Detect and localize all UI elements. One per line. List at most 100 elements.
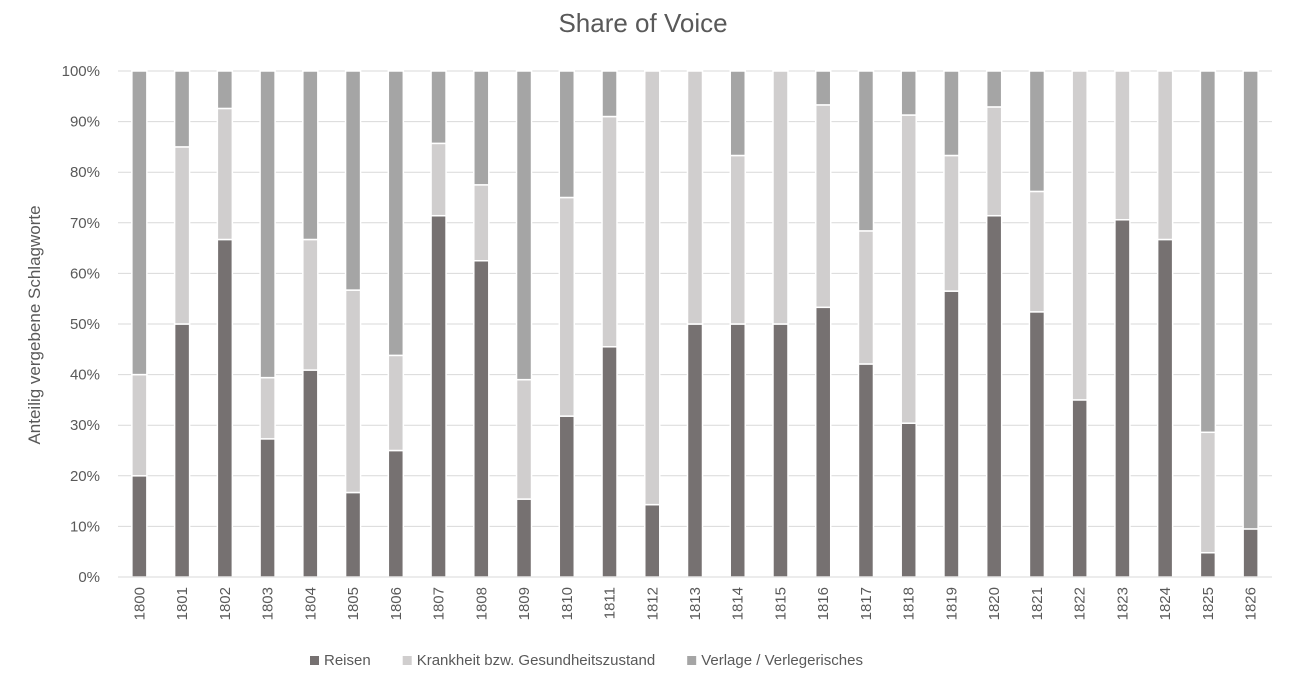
y-tick-label: 50% — [70, 316, 100, 333]
bar-segment — [601, 346, 618, 578]
bar-segment — [344, 70, 362, 291]
legend-swatch — [310, 656, 319, 665]
bar-segment — [515, 498, 533, 578]
y-tick-label: 90% — [70, 114, 100, 131]
bar-segment — [131, 373, 148, 477]
y-tick-label: 20% — [70, 468, 100, 485]
bar-segment — [259, 376, 276, 440]
y-tick-label: 80% — [70, 164, 100, 181]
bar-segment — [900, 422, 917, 578]
x-tick-label: 1810 — [559, 587, 576, 620]
legend-label: Verlage / Verlegerisches — [701, 652, 863, 669]
x-tick-label: 1825 — [1200, 587, 1217, 620]
chart-title: Share of Voice — [558, 8, 727, 38]
bar-segment — [216, 70, 234, 110]
y-tick-label: 100% — [62, 63, 100, 80]
bar-segment — [857, 70, 875, 232]
x-tick-label: 1804 — [302, 587, 319, 620]
y-tick-label: 30% — [70, 417, 100, 434]
x-tick-label: 1807 — [431, 587, 448, 620]
x-tick-label: 1822 — [1072, 587, 1089, 620]
bar-segment — [772, 323, 789, 578]
bar-segment — [302, 238, 319, 371]
y-tick-label: 40% — [70, 367, 100, 384]
bar-segment — [686, 323, 704, 578]
bar-segment — [985, 214, 1003, 578]
bar-segment — [302, 369, 319, 578]
bar-segment — [558, 70, 576, 199]
x-tick-label: 1801 — [174, 587, 191, 620]
bar-segment — [900, 114, 917, 424]
x-tick-label: 1806 — [388, 587, 405, 620]
x-tick-label: 1816 — [815, 587, 832, 620]
bar-segment — [814, 104, 832, 309]
bar-segment — [430, 142, 447, 217]
bar-segment — [131, 475, 148, 578]
legend-label: Krankheit bzw. Gesundheitszustand — [417, 652, 655, 669]
x-tick-label: 1821 — [1029, 587, 1046, 620]
bar-segment — [729, 154, 746, 325]
x-tick-label: 1812 — [644, 587, 661, 620]
bar-segment — [1028, 311, 1046, 578]
bar-segment — [729, 70, 746, 157]
bar-segment — [900, 70, 917, 116]
bar-segment — [814, 306, 832, 578]
legend-swatch — [402, 656, 412, 665]
bar-segment — [558, 196, 576, 417]
bar-segment — [644, 503, 661, 578]
x-tick-label: 1817 — [858, 587, 875, 620]
x-tick-label: 1809 — [516, 587, 533, 620]
y-tick-label: 10% — [70, 518, 100, 535]
bar-segment — [430, 70, 447, 145]
bar-segment — [173, 70, 191, 148]
x-tick-label: 1823 — [1114, 587, 1131, 620]
bar-segment — [1199, 431, 1217, 554]
bar-segment — [1242, 528, 1259, 578]
x-tick-label: 1820 — [986, 587, 1003, 620]
bar-segment — [985, 106, 1003, 217]
bar-segment — [216, 107, 234, 241]
bar-segment — [601, 115, 618, 348]
bar-segment — [1114, 219, 1131, 578]
y-tick-label: 60% — [70, 265, 100, 282]
bar-segment — [1071, 399, 1088, 578]
y-axis: 0% 10% 20% 30% 40% 50% 60% 70% 80% 90% 100% — [62, 63, 100, 586]
y-axis-label: Anteilig vergebene Schlagworte — [25, 205, 44, 444]
bar-segment — [1199, 70, 1217, 434]
legend: Reisen Krankheit bzw. Gesundheitszustand V… — [310, 652, 863, 669]
bar-segment — [943, 70, 960, 157]
y-tick-label: 70% — [70, 215, 100, 232]
x-axis: 1800 1801 1802 1803 1804 1805 1806 1807 1808 1809… — [118, 576, 1272, 620]
bar-segment — [216, 238, 234, 578]
bar-segment — [173, 146, 191, 325]
bar-segment — [173, 323, 191, 578]
x-tick-label: 1808 — [473, 587, 490, 620]
bar-segment — [857, 230, 875, 365]
bar-segment — [943, 154, 960, 292]
x-tick-label: 1824 — [1157, 587, 1174, 620]
bar-segment — [515, 378, 533, 500]
bar-segment — [473, 260, 490, 578]
bar-segment — [131, 70, 148, 376]
legend-label: Reisen — [324, 652, 371, 669]
x-tick-label: 1805 — [345, 587, 362, 620]
bar-segment — [1028, 190, 1046, 313]
x-tick-label: 1826 — [1243, 587, 1260, 620]
bar-segment — [558, 415, 576, 578]
bar-segment — [1199, 551, 1217, 578]
bars — [131, 70, 1259, 578]
legend-swatch — [687, 656, 697, 665]
bar-segment — [1242, 70, 1259, 530]
bar-segment — [387, 70, 405, 357]
bar-segment — [644, 70, 661, 506]
x-tick-label: 1815 — [772, 587, 789, 620]
bar-segment — [1028, 70, 1046, 193]
bar-segment — [473, 184, 490, 262]
bar-segment — [943, 290, 960, 578]
x-tick-label: 1811 — [602, 587, 619, 619]
bar-segment — [601, 70, 618, 118]
bar-segment — [515, 70, 533, 381]
bar-segment — [259, 438, 276, 578]
bar-segment — [259, 70, 276, 379]
